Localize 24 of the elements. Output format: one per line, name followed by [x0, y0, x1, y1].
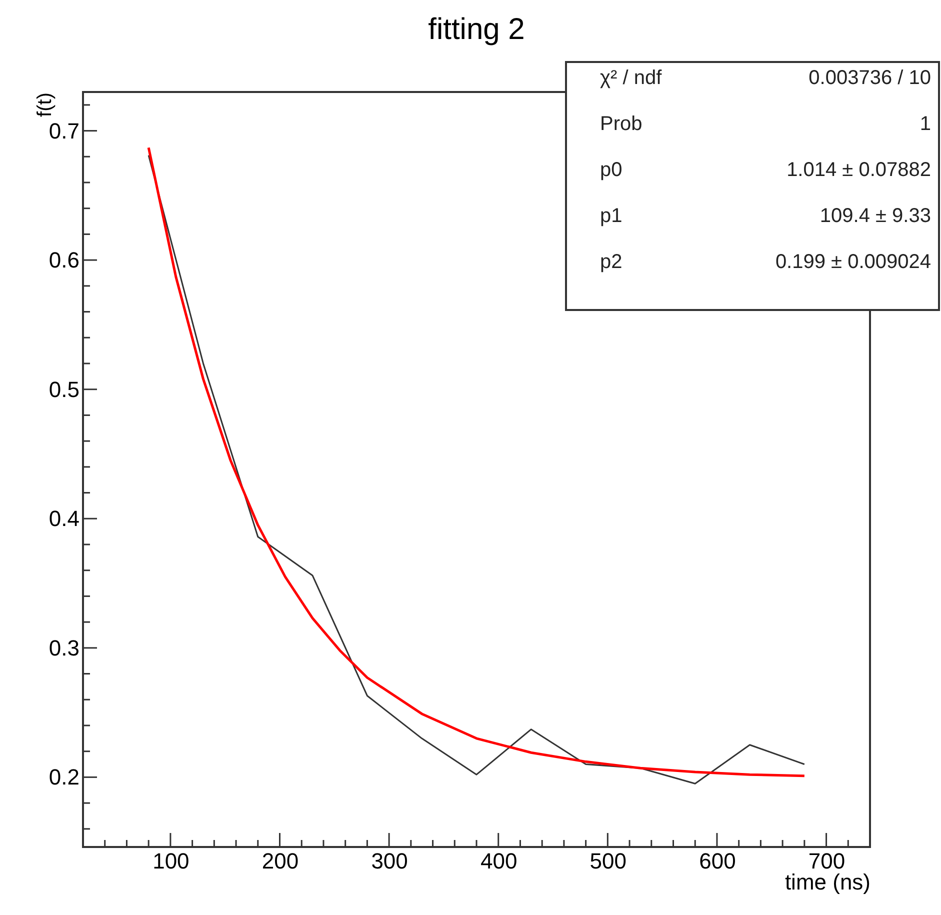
annotation: p1 [600, 205, 622, 227]
x-tick-label: 200 [262, 848, 299, 874]
y-tick-label: 0.2 [48, 764, 80, 790]
x-tick-label: 500 [590, 848, 627, 874]
y-axis-title: f(t) [34, 92, 56, 117]
x-tick-label: 600 [699, 848, 736, 874]
y-tick-label: 0.3 [48, 635, 80, 660]
x-tick-label: 400 [480, 848, 518, 874]
text: 1 [920, 113, 931, 135]
annotation: 109.4 ± 9.33 [820, 205, 931, 227]
chart-title: fitting 2 [428, 13, 525, 46]
annotation: p2 [600, 251, 622, 273]
x-tick-label: 300 [371, 848, 408, 874]
annotation: p0 [600, 159, 622, 181]
annotation: 1.014 ± 0.07882 [786, 159, 931, 181]
annotation: Prob [600, 113, 642, 135]
x-tick-label: 100 [152, 848, 190, 874]
annotation: 0.199 ± 0.009024 [775, 251, 931, 273]
text: 0.003736 / 10 [808, 67, 931, 89]
text: χ² / ndf [600, 67, 662, 89]
y-tick-label: 0.5 [48, 376, 80, 402]
y-tick-label: 0.4 [48, 506, 80, 532]
y-tick-label: 0.7 [48, 118, 80, 144]
y-tick-label: 0.6 [48, 248, 80, 273]
